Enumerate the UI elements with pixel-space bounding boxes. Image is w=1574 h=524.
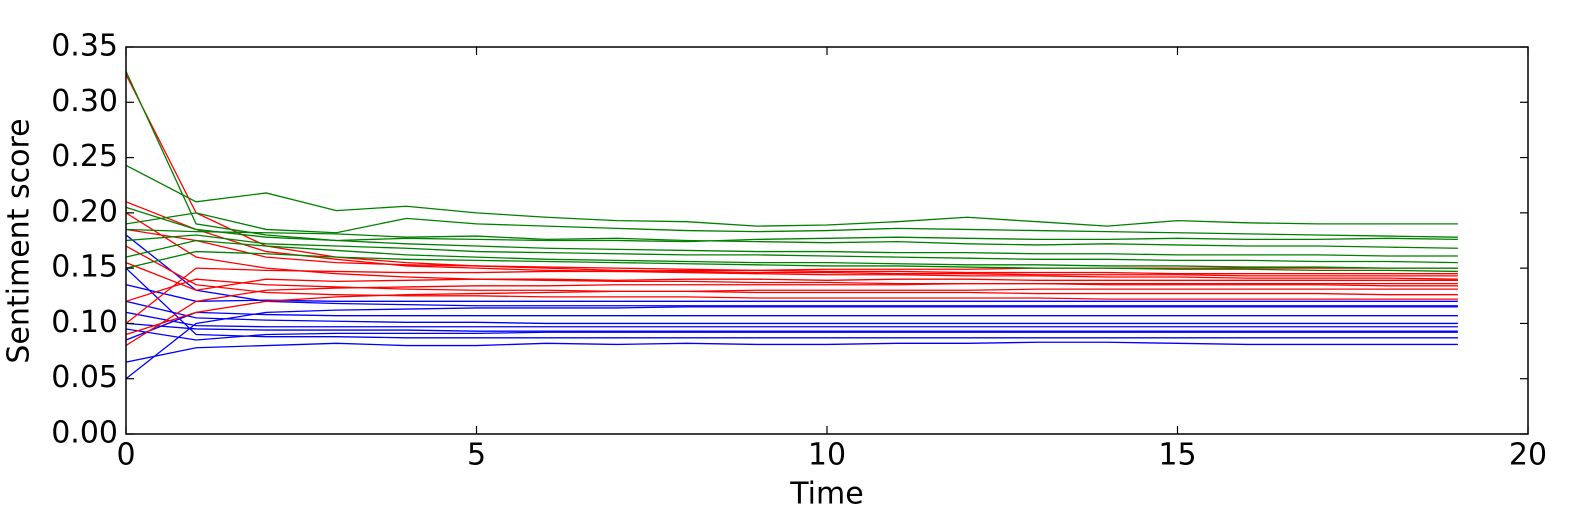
y-tick-label: 0.15 xyxy=(51,250,118,285)
series-line xyxy=(125,234,1458,264)
series-line xyxy=(125,262,1458,291)
series-line xyxy=(125,311,1458,341)
series-line xyxy=(125,267,1458,324)
series-line xyxy=(125,164,1458,227)
y-tick-label: 0.25 xyxy=(51,139,118,174)
series-line xyxy=(125,234,1458,307)
y-axis-label: Sentiment score xyxy=(2,118,37,363)
series-line xyxy=(125,71,1458,257)
series-line xyxy=(125,228,1458,249)
y-tick-label: 0.05 xyxy=(51,360,118,395)
series-line xyxy=(125,245,1458,300)
series-line xyxy=(125,306,1458,380)
series-line xyxy=(125,288,1458,336)
y-tick-label: 0.35 xyxy=(51,29,118,64)
x-axis-label: Time xyxy=(789,477,863,512)
series-line xyxy=(125,206,1458,243)
x-tick-label: 15 xyxy=(1158,438,1196,473)
series-line xyxy=(125,267,1458,339)
x-tick-label: 10 xyxy=(808,438,846,473)
x-tick-label: 0 xyxy=(116,438,135,473)
series-line xyxy=(125,212,1458,287)
series-line xyxy=(125,300,1458,325)
series-line xyxy=(125,250,1458,273)
series-line xyxy=(125,328,1458,341)
series-line xyxy=(125,212,1458,238)
series-line xyxy=(125,284,1458,302)
series-line xyxy=(125,322,1458,332)
series-line xyxy=(125,201,1458,280)
series-line xyxy=(125,228,1458,275)
x-tick-label: 20 xyxy=(1509,438,1547,473)
y-tick-label: 0.20 xyxy=(51,194,118,229)
x-tick-label: 5 xyxy=(467,438,486,473)
y-tick-label: 0.10 xyxy=(51,305,118,340)
series-line xyxy=(125,311,1458,328)
series-line xyxy=(125,278,1458,302)
series-line xyxy=(125,341,1458,363)
y-tick-label: 0.00 xyxy=(51,416,118,451)
y-tick-label: 0.30 xyxy=(51,84,118,119)
series-line xyxy=(125,239,1458,269)
